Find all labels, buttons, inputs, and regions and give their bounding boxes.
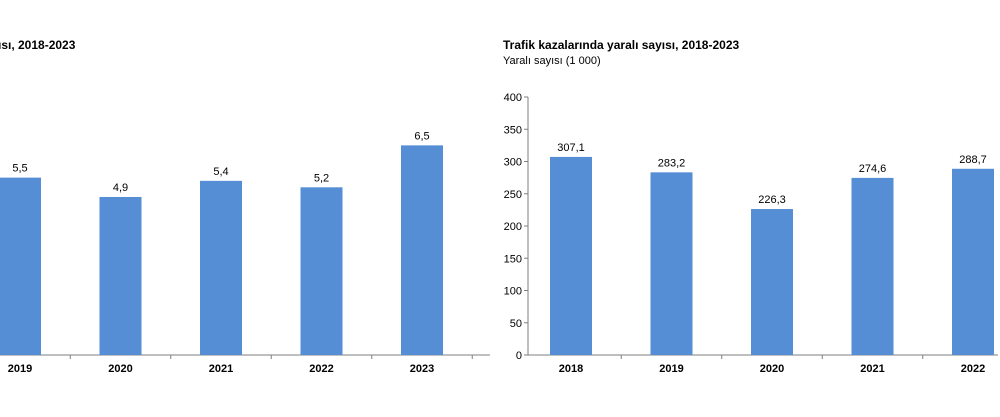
left-data-label-2019: 5,5 [12,163,27,175]
right-data-label-2018: 307,1 [557,142,585,154]
right-x-tick-label-2018: 2018 [559,363,583,375]
right-y-tick-label: 350 [504,124,522,136]
right-y-tick-label: 200 [504,221,522,233]
left-chart-title: ısı, 2018-2023 [0,38,76,52]
right-chart-subtitle: Yaralı sayısı (1 000) [503,55,601,67]
right-data-label-2020: 226,3 [758,194,786,206]
left-data-label-2023: 6,5 [414,130,429,142]
right-bar-2021 [851,177,894,355]
right-x-tick-label-2019: 2019 [659,363,683,375]
right-y-tick-label: 50 [510,318,522,330]
right-y-tick-label: 0 [516,350,522,362]
left-x-tick-label-2022: 2022 [309,363,333,375]
right-data-label-2019: 283,2 [658,157,686,169]
left-x-tick-label-2019: 2019 [8,363,32,375]
left-data-label-2022: 5,2 [314,172,329,184]
left-x-tick-label-2021: 2021 [209,363,233,375]
right-chart-title: Trafik kazalarında yaralı sayısı, 2018-2… [503,38,740,52]
right-x-tick-label-2022: 2022 [961,363,985,375]
left-data-label-2020: 4,9 [113,182,128,194]
left-bar-2019 [0,177,41,355]
left-bar-2023 [401,145,443,355]
right-data-label-2022: 288,7 [959,154,987,166]
right-bar-2022 [952,168,994,355]
right-y-tick-label: 150 [504,253,522,265]
right-data-label-2021: 274,6 [859,163,887,175]
left-bar-2020 [99,196,142,355]
left-x-tick-label-2020: 2020 [108,363,132,375]
right-bar-2018 [550,156,592,355]
right-y-tick-label: 100 [504,286,522,298]
left-x-tick-label-2023: 2023 [410,363,434,375]
left-bar-2022 [300,187,343,355]
right-y-tick-label: 300 [504,157,522,169]
right-bar-2020 [751,209,793,355]
right-bar-2019 [650,172,693,355]
right-y-tick-label: 400 [504,92,522,104]
right-x-tick-label-2021: 2021 [860,363,884,375]
left-bar-2021 [200,180,242,355]
right-y-tick-label: 250 [504,189,522,201]
right-x-tick-label-2020: 2020 [760,363,784,375]
left-data-label-2021: 5,4 [213,166,228,178]
